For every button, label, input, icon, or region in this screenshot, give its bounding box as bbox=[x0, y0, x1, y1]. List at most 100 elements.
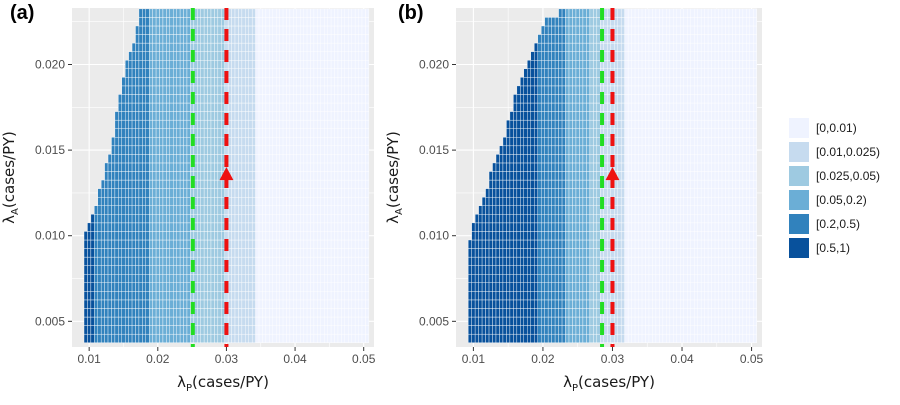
heatmap-cell bbox=[262, 283, 265, 292]
heatmap-cell bbox=[238, 291, 241, 300]
heatmap-cell bbox=[725, 206, 728, 215]
x-tick-label: 0.01 bbox=[77, 352, 101, 366]
heatmap-cell bbox=[290, 94, 293, 103]
heatmap-cell bbox=[283, 9, 286, 18]
heatmap-cell bbox=[218, 120, 221, 129]
heatmap-cell bbox=[618, 257, 621, 266]
heatmap-cell bbox=[290, 172, 293, 181]
heatmap-cell bbox=[259, 17, 262, 26]
heatmap-cell bbox=[238, 60, 241, 69]
heatmap-cell bbox=[359, 172, 362, 181]
heatmap-cell bbox=[214, 94, 217, 103]
heatmap-cell bbox=[604, 317, 607, 326]
heatmap-cell bbox=[214, 52, 217, 61]
heatmap-cell bbox=[673, 249, 676, 258]
heatmap-cell bbox=[146, 35, 149, 44]
heatmap-cell bbox=[249, 172, 252, 181]
heatmap-cell bbox=[156, 163, 159, 172]
heatmap-cell bbox=[687, 163, 690, 172]
heatmap-cell bbox=[218, 197, 221, 206]
heatmap-cell bbox=[115, 129, 118, 138]
heatmap-cell bbox=[621, 300, 624, 309]
heatmap-cell bbox=[639, 283, 642, 292]
heatmap-cell bbox=[163, 43, 166, 52]
heatmap-cell bbox=[493, 206, 496, 215]
heatmap-cell bbox=[232, 231, 235, 240]
heatmap-cell bbox=[187, 52, 190, 61]
heatmap-cell bbox=[698, 180, 701, 189]
heatmap-cell bbox=[677, 189, 680, 198]
heatmap-cell bbox=[166, 52, 169, 61]
heatmap-cell bbox=[280, 112, 283, 121]
heatmap-cell bbox=[510, 197, 513, 206]
heatmap-cell bbox=[235, 283, 238, 292]
heatmap-cell bbox=[187, 214, 190, 223]
heatmap-cell bbox=[725, 214, 728, 223]
heatmap-cell bbox=[142, 129, 145, 138]
heatmap-cell bbox=[559, 291, 562, 300]
heatmap-cell bbox=[201, 180, 204, 189]
heatmap-cell bbox=[170, 308, 173, 317]
heatmap-cell bbox=[163, 214, 166, 223]
heatmap-cell bbox=[307, 240, 310, 249]
heatmap-cell bbox=[586, 223, 589, 232]
heatmap-cell bbox=[163, 146, 166, 155]
heatmap-cell bbox=[177, 231, 180, 240]
heatmap-cell bbox=[708, 308, 711, 317]
heatmap-cell bbox=[235, 326, 238, 335]
heatmap-cell bbox=[338, 94, 341, 103]
heatmap-cell bbox=[122, 206, 125, 215]
heatmap-cell bbox=[348, 223, 351, 232]
heatmap-cell bbox=[753, 197, 756, 206]
heatmap-cell bbox=[163, 300, 166, 309]
heatmap-cell bbox=[503, 257, 506, 266]
heatmap-cell bbox=[663, 257, 666, 266]
heatmap-cell bbox=[527, 146, 530, 155]
heatmap-cell bbox=[225, 334, 228, 343]
heatmap-cell bbox=[194, 334, 197, 343]
heatmap-cell bbox=[221, 317, 224, 326]
heatmap-cell bbox=[479, 317, 482, 326]
heatmap-cell bbox=[552, 274, 555, 283]
heatmap-cell bbox=[125, 223, 128, 232]
heatmap-cell bbox=[365, 17, 368, 26]
heatmap-cell bbox=[201, 240, 204, 249]
heatmap-cell bbox=[105, 249, 108, 258]
heatmap-cell bbox=[204, 26, 207, 35]
heatmap-cell bbox=[286, 291, 289, 300]
heatmap-cell bbox=[135, 77, 138, 86]
heatmap-cell bbox=[646, 172, 649, 181]
heatmap-cell bbox=[283, 180, 286, 189]
heatmap-cell bbox=[304, 240, 307, 249]
heatmap-cell bbox=[135, 266, 138, 275]
heatmap-cell bbox=[656, 146, 659, 155]
heatmap-cell bbox=[321, 69, 324, 78]
heatmap-cell bbox=[286, 197, 289, 206]
heatmap-cell bbox=[479, 214, 482, 223]
heatmap-cell bbox=[122, 291, 125, 300]
heatmap-cell bbox=[197, 223, 200, 232]
heatmap-cell bbox=[108, 223, 111, 232]
heatmap-cell bbox=[328, 172, 331, 181]
heatmap-cell bbox=[180, 154, 183, 163]
heatmap-cell bbox=[566, 266, 569, 275]
heatmap-cell bbox=[94, 308, 97, 317]
heatmap-cell bbox=[705, 163, 708, 172]
heatmap-cell bbox=[701, 231, 704, 240]
heatmap-cell bbox=[328, 308, 331, 317]
heatmap-cell bbox=[290, 214, 293, 223]
heatmap-cell bbox=[586, 326, 589, 335]
heatmap-cell bbox=[170, 86, 173, 95]
heatmap-cell bbox=[593, 146, 596, 155]
heatmap-cell bbox=[300, 291, 303, 300]
heatmap-cell bbox=[569, 206, 572, 215]
heatmap-cell bbox=[184, 189, 187, 198]
heatmap-cell bbox=[218, 214, 221, 223]
heatmap-cell bbox=[142, 43, 145, 52]
heatmap-cell bbox=[725, 300, 728, 309]
heatmap-cell bbox=[593, 266, 596, 275]
heatmap-cell bbox=[559, 206, 562, 215]
heatmap-cell bbox=[642, 266, 645, 275]
heatmap-cell bbox=[238, 172, 241, 181]
heatmap-cell bbox=[496, 291, 499, 300]
